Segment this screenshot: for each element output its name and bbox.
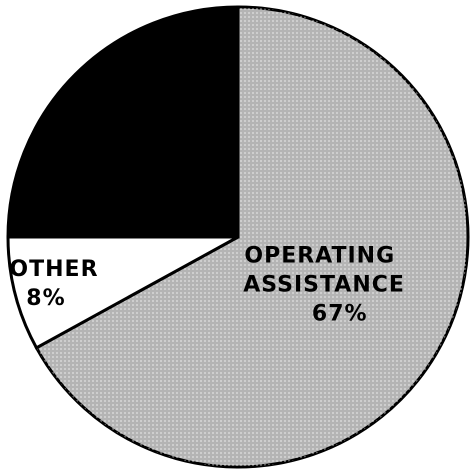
value-label: 8%: [26, 286, 65, 311]
slice-label: OTHER: [9, 257, 98, 282]
slice-texture: [36, 7, 469, 467]
slice-label: OPERATING ASSISTANCE: [235, 243, 405, 297]
pie-slice: [6, 5, 240, 239]
value-label: 67%: [312, 301, 368, 326]
pie-slice: [6, 235, 239, 350]
